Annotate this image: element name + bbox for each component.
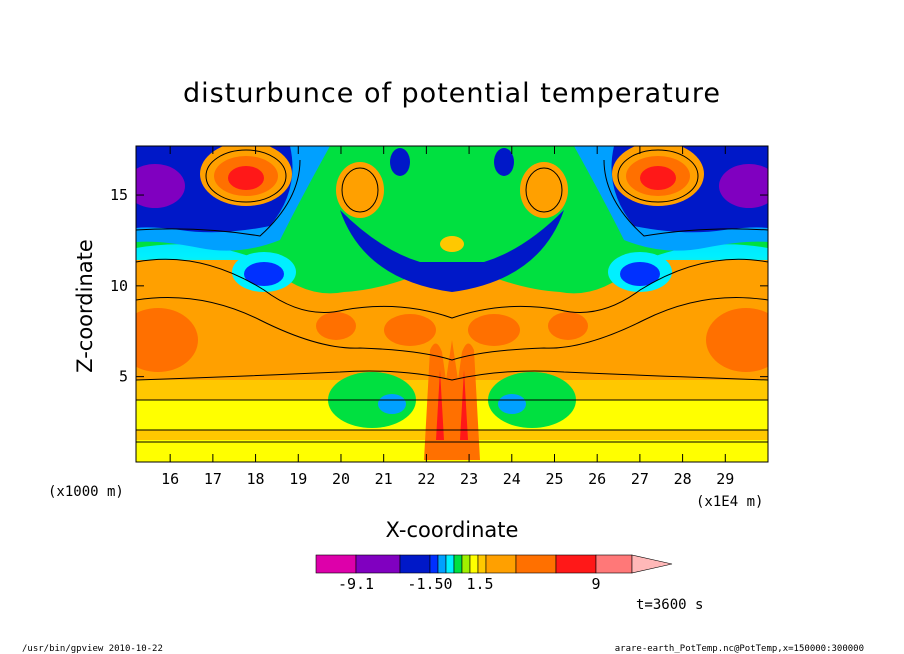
time-label: t=3600 s (636, 597, 703, 613)
y-tick-label: 10 (110, 277, 128, 295)
x-tick-label: 24 (503, 470, 521, 488)
y-axis-label: Z-coordinate (73, 239, 97, 373)
footer-left: /usr/bin/gpview 2010-10-22 (22, 644, 163, 654)
x-tick-label: 19 (289, 470, 307, 488)
x-tick-label: 27 (631, 470, 649, 488)
x-tick-label: 29 (716, 470, 734, 488)
x-tick-label: 28 (674, 470, 692, 488)
x-tick-label: 16 (161, 470, 179, 488)
colorbar (315, 554, 673, 574)
colorbar-segment (399, 554, 431, 574)
x-tick-label: 18 (247, 470, 265, 488)
colorbar-segment (485, 554, 517, 574)
chart-title: disturbunce of potential temperature (183, 78, 721, 109)
plot-frame (135, 145, 769, 463)
colorbar-segment (453, 554, 463, 574)
colorbar-tick-label: 9 (591, 575, 600, 593)
footer-right: arare-earth_PotTemp.nc@PotTemp,x=150000:… (615, 644, 864, 654)
x-axis-label: X-coordinate (386, 518, 519, 542)
x-tick-label: 21 (375, 470, 393, 488)
x-tick-label: 17 (204, 470, 222, 488)
y-tick-label: 15 (110, 186, 128, 204)
x-unit-label: (x1E4 m) (696, 494, 763, 510)
colorbar-tick-label: -9.1 (338, 575, 374, 593)
colorbar-segment (469, 554, 479, 574)
colorbar-segment (445, 554, 455, 574)
x-tick-label: 25 (545, 470, 563, 488)
colorbar-tick-label: -1.50 (407, 575, 452, 593)
colorbar-segment (437, 554, 447, 574)
colorbar-segment (595, 554, 633, 574)
colorbar-segment (515, 554, 557, 574)
colorbar-labels: -9.1 -1.50 1.5 9 (338, 575, 601, 593)
x-ticks: 16 17 18 19 20 21 22 23 24 25 26 27 28 29 (161, 146, 734, 488)
colorbar-segment (355, 554, 401, 574)
y-unit-label: (x1000 m) (48, 484, 124, 500)
x-tick-label: 23 (460, 470, 478, 488)
y-ticks: 5 10 15 (110, 186, 768, 386)
colorbar-segment (461, 554, 471, 574)
x-tick-label: 26 (588, 470, 606, 488)
colorbar-tick-label: 1.5 (466, 575, 493, 593)
colorbar-segment (555, 554, 597, 574)
x-tick-label: 22 (417, 470, 435, 488)
x-tick-label: 20 (332, 470, 350, 488)
y-tick-label: 5 (119, 368, 128, 386)
colorbar-arrow (631, 554, 673, 574)
colorbar-segment (315, 554, 357, 574)
contour-field (136, 146, 768, 462)
colorbar-segment (477, 554, 487, 574)
colorbar-segment (429, 554, 439, 574)
